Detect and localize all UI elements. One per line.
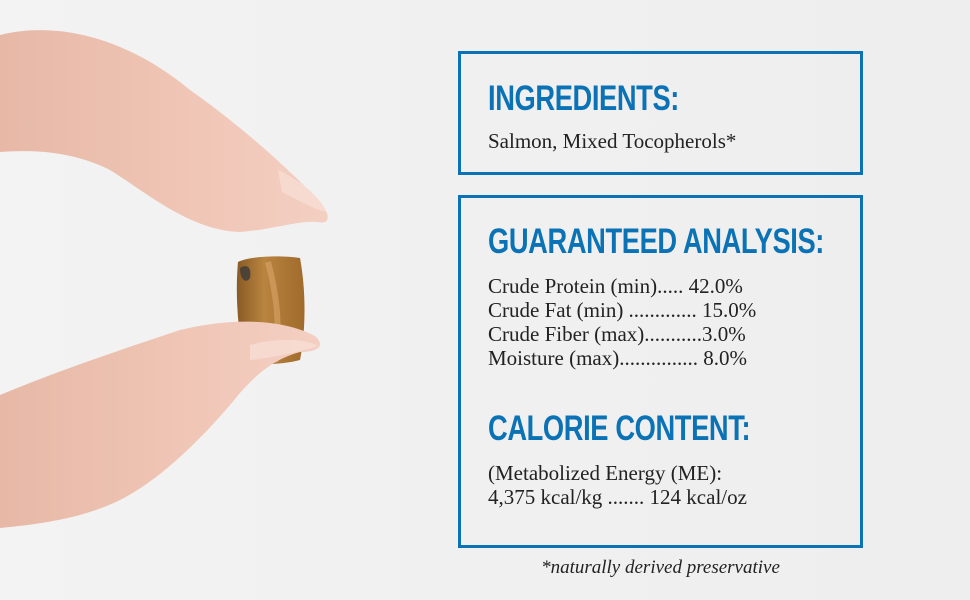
analysis-box: GUARANTEED ANALYSIS: Crude Protein (min)… xyxy=(458,195,863,548)
analysis-row-protein: Crude Protein (min)..... 42.0% xyxy=(488,274,743,298)
analysis-row-fat: Crude Fat (min) ............. 15.0% xyxy=(488,298,757,322)
calorie-content-heading: CALORIE CONTENT: xyxy=(488,409,751,448)
ingredients-heading: INGREDIENTS: xyxy=(488,79,679,118)
analysis-row-fiber: Crude Fiber (max)...........3.0% xyxy=(488,322,746,346)
calorie-line-2: 4,375 kcal/kg ....... 124 kcal/oz xyxy=(488,485,747,509)
ingredients-text: Salmon, Mixed Tocopherols* xyxy=(488,129,737,153)
guaranteed-analysis-heading: GUARANTEED ANALYSIS: xyxy=(488,222,825,261)
analysis-row-moisture: Moisture (max)............... 8.0% xyxy=(488,346,747,370)
hand-holding-treat-photo xyxy=(0,30,328,528)
preservative-footnote: *naturally derived preservative xyxy=(541,557,780,578)
ingredients-box: INGREDIENTS: Salmon, Mixed Tocopherols* xyxy=(458,51,863,175)
calorie-line-1: (Metabolized Energy (ME): xyxy=(488,461,723,485)
calorie-details: (Metabolized Energy (ME): 4,375 kcal/kg … xyxy=(488,461,747,509)
analysis-list: Crude Protein (min)..... 42.0% Crude Fat… xyxy=(488,274,756,370)
